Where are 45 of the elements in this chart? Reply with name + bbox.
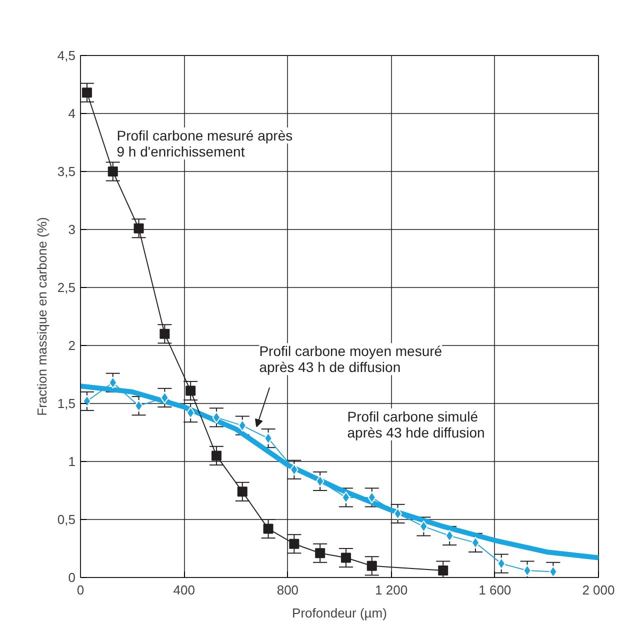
x-tick-label: 400 [173, 582, 195, 598]
point [134, 223, 144, 234]
y-tick-label: 2 [68, 338, 76, 353]
point [497, 558, 506, 570]
point [315, 548, 326, 558]
point [366, 560, 377, 571]
point [340, 552, 351, 563]
x-tick-label: 2 000 [582, 582, 615, 598]
annotation: Profil carbone simulé après 43 hde diffusion [347, 408, 485, 440]
y-tick-label: 3 [68, 222, 76, 237]
point [212, 411, 221, 424]
y-axis-title: Fraction massique en carbone (%) [34, 217, 50, 416]
annotation: Profil carbone mesuré après 9 h d'enrichissement [116, 128, 293, 160]
x-axis-title: Profondeur (µm) [292, 606, 387, 620]
point [108, 166, 118, 176]
y-tick-label: 1 [68, 454, 76, 469]
point [471, 536, 480, 549]
point [82, 395, 92, 408]
point [549, 566, 558, 578]
y-tick-label: 0,5 [57, 512, 76, 527]
y-tick-label: 3,5 [57, 164, 76, 179]
point [368, 491, 376, 504]
y-tick-label: 0 [68, 570, 76, 585]
point [186, 406, 195, 419]
point [289, 538, 300, 549]
x-tick-label: 1 200 [375, 582, 408, 598]
point [237, 486, 248, 497]
y-tick-label: 4 [68, 106, 76, 121]
point [438, 566, 448, 576]
annotation: Profil carbone moyen mesuré après 43 h de diffusion [259, 343, 442, 376]
point [445, 530, 454, 542]
point [82, 88, 92, 98]
x-tick-label: 800 [276, 582, 299, 598]
y-tick-label: 4,5 [57, 48, 76, 63]
point [108, 376, 118, 389]
point [211, 450, 222, 461]
y-tick-label: 2,5 [57, 280, 76, 295]
point [238, 420, 247, 432]
point [186, 386, 196, 396]
point [316, 475, 324, 488]
point [160, 328, 170, 339]
point [342, 491, 350, 504]
y-tick-label: 1,5 [57, 396, 76, 411]
x-tick-label: 1 600 [478, 582, 512, 598]
point [263, 524, 274, 534]
